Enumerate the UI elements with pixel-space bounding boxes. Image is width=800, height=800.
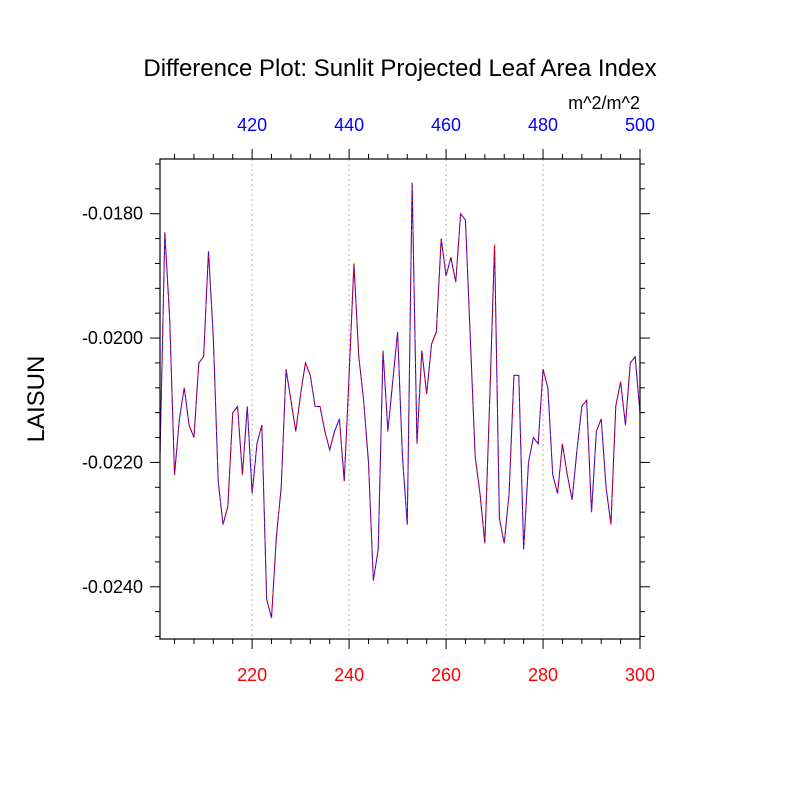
units-label: m^2/m^2 [568, 93, 640, 113]
x-top-tick-label-4: 500 [625, 115, 655, 135]
x-top-tick-label-1: 440 [334, 115, 364, 135]
x-axis-top: 420 440 460 480 500 [174, 115, 655, 159]
x-axis-bottom: 220 240 260 280 300 [174, 639, 655, 685]
chart-title: Difference Plot: Sunlit Projected Leaf A… [143, 55, 656, 82]
y-tick-label-2: -0.0220 [82, 452, 143, 472]
series-line-1 [159, 182, 641, 618]
y-tick-label-1: -0.0200 [82, 328, 143, 348]
x-tick-label-2: 260 [431, 665, 461, 685]
plot-frame [159, 158, 641, 640]
y-axis-label: LAISUN [23, 356, 50, 443]
x-tick-label-0: 220 [237, 665, 267, 685]
x-top-tick-label-2: 460 [431, 115, 461, 135]
x-top-tick-label-3: 480 [528, 115, 558, 135]
series-line-0 [159, 182, 641, 618]
y-tick-label-3: -0.0240 [82, 577, 143, 597]
x-tick-label-1: 240 [334, 665, 364, 685]
y-axis: -0.0180 -0.0200 -0.0220 -0.0240 [82, 163, 650, 638]
grid-lines [251, 159, 641, 639]
x-tick-label-3: 280 [528, 665, 558, 685]
x-top-tick-label-0: 420 [237, 115, 267, 135]
y-tick-label-0: -0.0180 [82, 204, 143, 224]
x-tick-label-4: 300 [625, 665, 655, 685]
series-group [159, 182, 641, 618]
